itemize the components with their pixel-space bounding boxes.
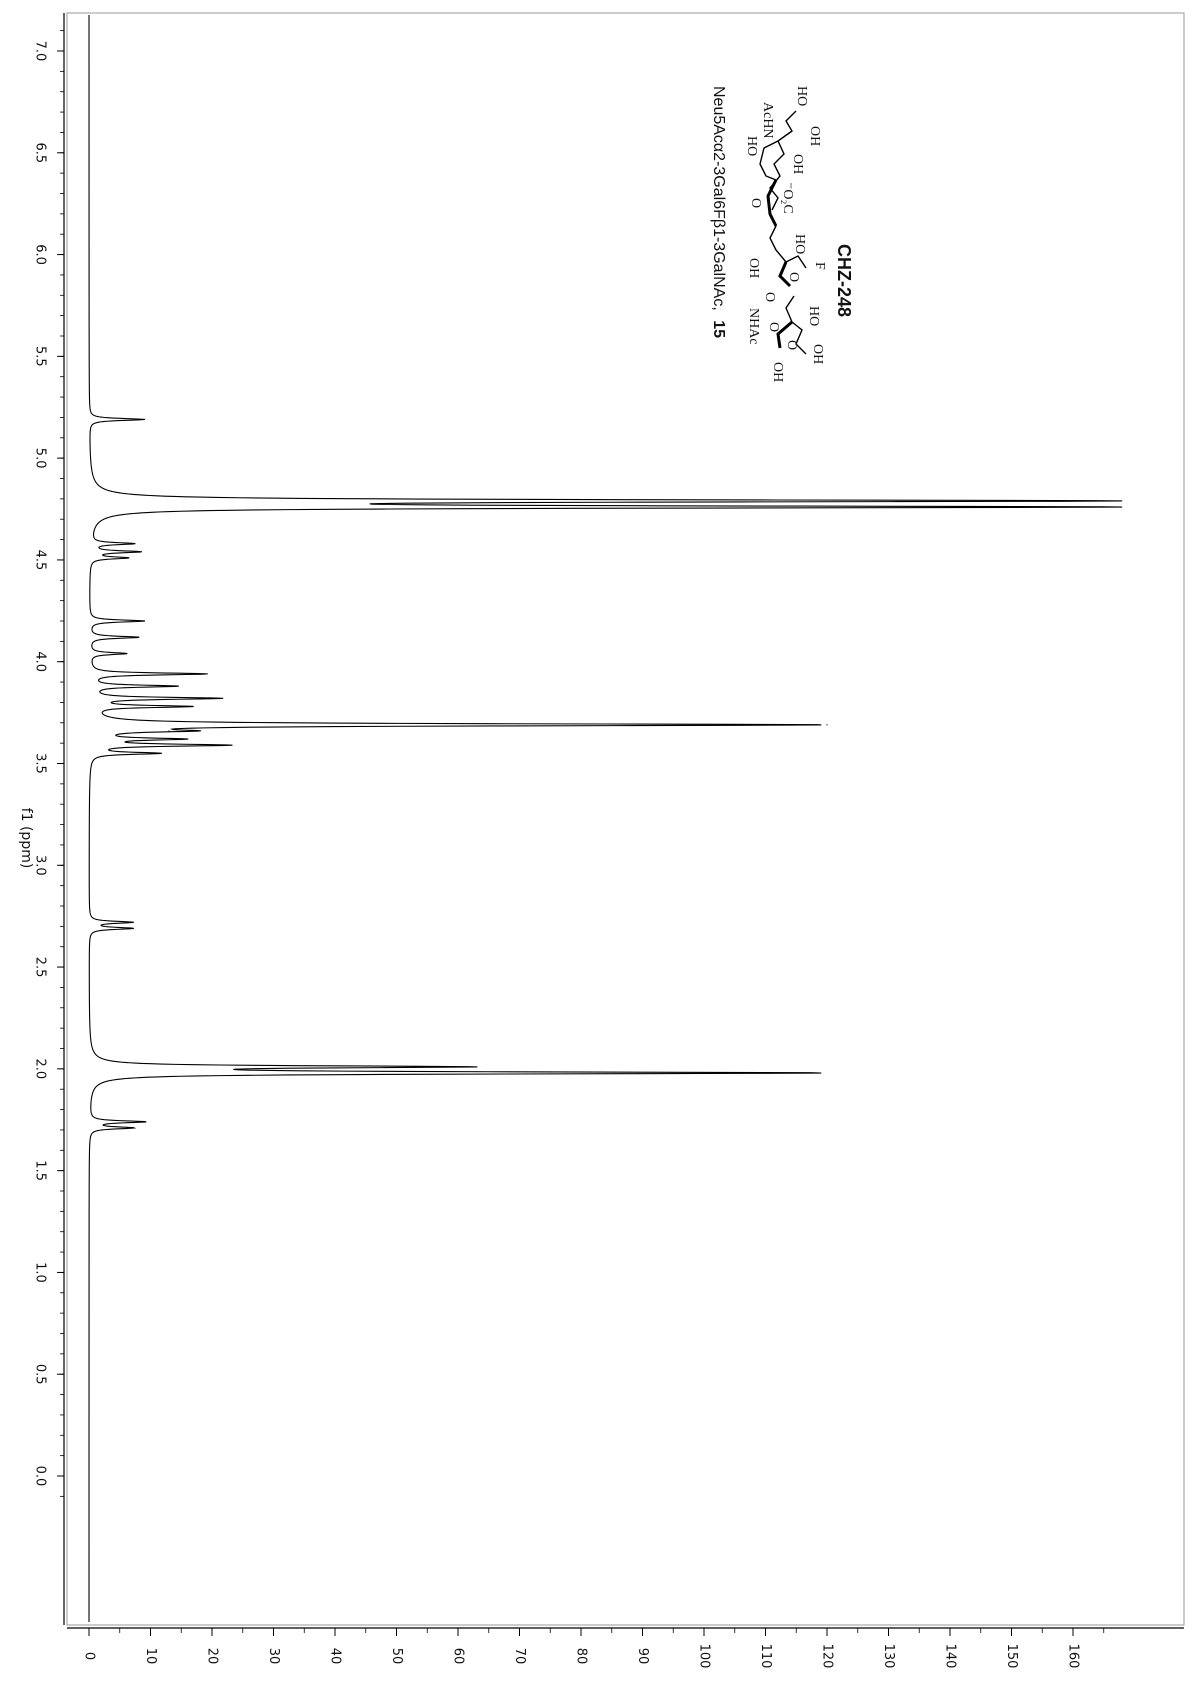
ppm-tick-label: 1.0 bbox=[33, 1262, 48, 1283]
ppm-tick-label: 5.5 bbox=[33, 346, 48, 367]
intensity-ticks: 0 10 20 30 40 50 60 70 80 90 100 110 120 130 140 150 160 bbox=[82, 1628, 1105, 1669]
intensity-tick-label: 130 bbox=[881, 1644, 896, 1669]
atom-label: F bbox=[812, 262, 827, 270]
intensity-tick-label: 100 bbox=[697, 1644, 712, 1669]
atom-label: ⁻O₂C bbox=[780, 182, 795, 214]
peak-point bbox=[125, 557, 127, 559]
ppm-tick-label: 2.0 bbox=[33, 1059, 48, 1080]
intensity-tick-label: 110 bbox=[758, 1644, 773, 1669]
atom-label: HO bbox=[794, 86, 809, 106]
atom-label: O bbox=[766, 322, 781, 332]
atom-label: OH bbox=[810, 344, 825, 364]
spectrum-line bbox=[88, 15, 1123, 1622]
intensity-tick-label: 140 bbox=[943, 1644, 958, 1669]
compound-code: CHZ-248 bbox=[834, 244, 854, 317]
ppm-tick-label: 4.5 bbox=[33, 550, 48, 571]
peak-point bbox=[174, 685, 176, 687]
intensity-tick-label: 120 bbox=[820, 1644, 835, 1669]
peak-point bbox=[186, 705, 188, 708]
peak-point bbox=[143, 620, 145, 622]
peak-point bbox=[205, 673, 207, 675]
ppm-tick-label: 3.5 bbox=[33, 753, 48, 774]
compound-structure: CHZ-248 HO OH OH ⁻O₂C AcHN HO O HO F O O… bbox=[710, 86, 854, 382]
intensity-tick-label: 60 bbox=[451, 1648, 466, 1665]
peak-point bbox=[174, 738, 176, 740]
intensity-tick-label: 10 bbox=[143, 1648, 158, 1665]
atom-label: HO bbox=[744, 136, 759, 156]
intensity-tick-label: 160 bbox=[1066, 1644, 1081, 1669]
structure-drawing bbox=[759, 110, 807, 355]
peak-point bbox=[1103, 500, 1105, 502]
peak-point bbox=[223, 744, 225, 746]
ppm-tick-label: 0.0 bbox=[33, 1466, 48, 1487]
ppm-tick-label: 6.5 bbox=[33, 142, 48, 163]
atom-label: O bbox=[786, 272, 801, 282]
ppm-ticks: 7.0 6.5 6.0 5.5 5.0 4.5 4.0 3.5 3.0 2.5 2.0 1.5 1.0 0… bbox=[33, 30, 64, 1497]
intensity-tick-label: 40 bbox=[328, 1648, 343, 1665]
spectrum-trace bbox=[88, 15, 1123, 1622]
peak-point bbox=[156, 752, 158, 754]
atom-label: NHAc bbox=[746, 308, 761, 345]
peak-point bbox=[125, 652, 127, 655]
peaks bbox=[125, 418, 1105, 1129]
atom-label: O bbox=[748, 198, 763, 208]
peak-point bbox=[131, 543, 133, 545]
peak-point bbox=[168, 730, 170, 732]
ppm-tick-label: 6.0 bbox=[33, 244, 48, 265]
atom-label: O bbox=[762, 292, 777, 302]
ppm-tick-label: 0.5 bbox=[33, 1364, 48, 1385]
peak-point bbox=[451, 1066, 453, 1068]
intensity-tick-label: 80 bbox=[574, 1648, 589, 1665]
ppm-tick-label: 5.0 bbox=[33, 448, 48, 469]
plot-frame bbox=[66, 12, 1185, 1626]
compound-name-text: Neu5Acα2-3Gal6Fβ1-3GalNAc, bbox=[710, 86, 727, 311]
peak-point bbox=[143, 418, 145, 421]
intensity-tick-label: 30 bbox=[266, 1648, 281, 1665]
peak-point bbox=[137, 551, 139, 553]
compound-name: Neu5Acα2-3Gal6Fβ1-3GalNAc, 15 bbox=[710, 86, 727, 338]
peak-point bbox=[1103, 506, 1105, 508]
peak-point bbox=[131, 1127, 133, 1129]
intensity-tick-label: 70 bbox=[512, 1648, 527, 1665]
axis-title-ppm: f1 (ppm) bbox=[18, 808, 34, 869]
atom-label: HO bbox=[792, 234, 807, 254]
peak-point bbox=[143, 1121, 145, 1123]
atom-label: HO bbox=[806, 306, 821, 326]
atom-label: O bbox=[784, 340, 799, 350]
ppm-tick-label: 4.0 bbox=[33, 651, 48, 672]
peak-point bbox=[814, 1072, 816, 1074]
atom-label: OH bbox=[770, 362, 785, 382]
peak-point bbox=[826, 724, 828, 726]
peak-point bbox=[131, 927, 133, 929]
intensity-tick-label: 0 bbox=[82, 1652, 97, 1660]
ppm-tick-label: 1.5 bbox=[33, 1160, 48, 1181]
intensity-tick-label: 150 bbox=[1004, 1644, 1019, 1669]
atom-label: OH bbox=[807, 126, 822, 146]
atom-label: AcHN bbox=[760, 102, 775, 139]
intensity-tick-label: 20 bbox=[205, 1648, 220, 1665]
peak-point bbox=[131, 921, 133, 923]
atom-label: OH bbox=[746, 258, 761, 278]
intensity-tick-label: 90 bbox=[635, 1648, 650, 1665]
peak-point bbox=[217, 697, 219, 699]
peak-point bbox=[137, 636, 139, 638]
ppm-tick-label: 7.0 bbox=[33, 41, 48, 62]
ppm-tick-label: 3.0 bbox=[33, 855, 48, 876]
ppm-tick-label: 2.5 bbox=[33, 957, 48, 978]
compound-number: 15 bbox=[710, 320, 727, 338]
intensity-tick-label: 50 bbox=[389, 1648, 404, 1665]
atom-label: OH bbox=[790, 154, 805, 174]
